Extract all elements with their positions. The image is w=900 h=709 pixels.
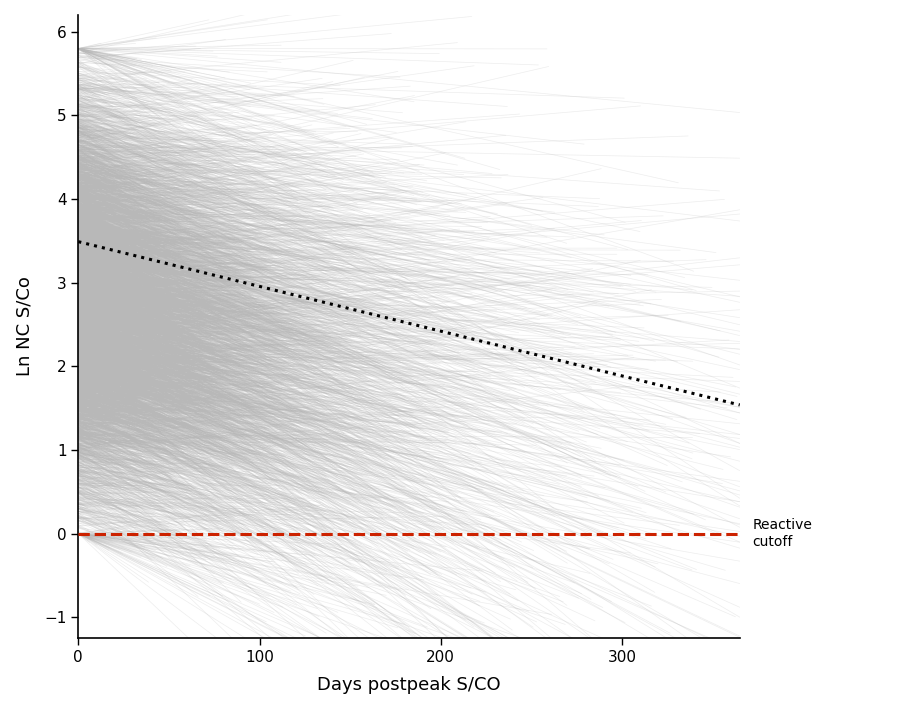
X-axis label: Days postpeak S/CO: Days postpeak S/CO	[317, 676, 500, 694]
Y-axis label: Ln NC S/Co: Ln NC S/Co	[15, 277, 33, 376]
Text: Reactive
cutoff: Reactive cutoff	[752, 518, 813, 549]
